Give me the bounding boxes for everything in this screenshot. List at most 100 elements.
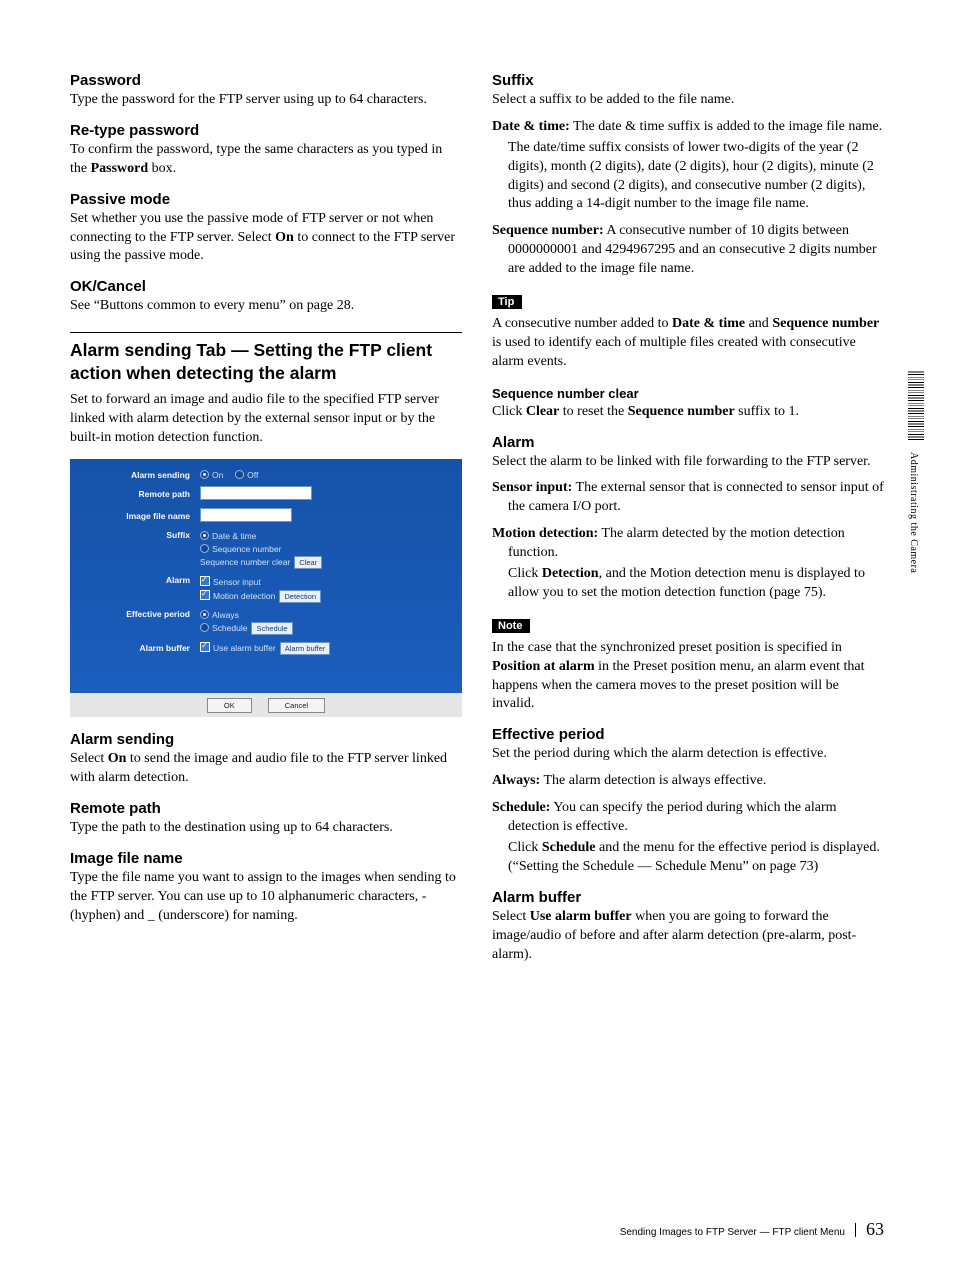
text-as-b: to send the image and audio file to the … [70,751,447,785]
tip-c: and [745,316,772,331]
panel-label-alarm-sending: Alarm sending [80,470,200,480]
tip-a: A consecutive number added to [492,316,672,331]
page-number: 63 [866,1219,884,1240]
md-b: Motion detection: [492,526,598,541]
button-ok[interactable]: OK [207,698,252,713]
item-sensor-input: Sensor input: The external sensor that i… [492,479,884,517]
tag-tip: Tip [492,295,522,309]
heading-password: Password [70,72,462,89]
check-use-alarm-buffer[interactable] [200,642,210,652]
text-tip: A consecutive number added to Date & tim… [492,315,884,372]
panel-md: Motion detection [213,591,275,601]
heading-retype: Re-type password [70,122,462,139]
panel-label-effective: Effective period [80,609,200,619]
text-retype: To confirm the password, type the same c… [70,141,462,179]
radio-date-time[interactable] [200,531,209,540]
dt-t: The date & time suffix is added to the i… [570,119,882,134]
heading-alarm-tab: Alarm sending Tab — Setting the FTP clie… [70,339,462,385]
ab-b: Use alarm buffer [530,909,632,924]
title-rule [70,332,462,333]
sch-t: You can specify the period during which … [508,800,837,834]
item-motion-detection: Motion detection: The alarm detected by … [492,525,884,563]
al-b: Always: [492,773,540,788]
sc-b2: Sequence number [628,404,735,419]
panel-seq-clear-lbl: Sequence number clear [200,557,290,567]
tag-note: Note [492,619,530,633]
footer-text: Sending Images to FTP Server — FTP clien… [620,1227,845,1238]
input-remote-path[interactable] [200,486,312,500]
button-detection[interactable]: Detection [279,590,321,603]
text-image-file-name: Type the file name you want to assign to… [70,869,462,926]
panel-sn: Sequence number [212,544,281,554]
text-alarm-buffer: Select Use alarm buffer when you are goi… [492,908,884,965]
left-column: Password Type the password for the FTP s… [70,60,462,972]
input-image-file[interactable] [200,508,292,522]
panel-always: Always [212,610,239,620]
radio-off[interactable] [235,470,244,479]
item-seq-number: Sequence number: A consecutive number of… [492,222,884,279]
sch-l2a: Click [508,840,542,855]
sn-b: Sequence number: [492,223,604,238]
text-passive-bold: On [275,230,294,245]
panel-on: On [212,470,223,480]
text-okcancel: See “Buttons common to every menu” on pa… [70,297,462,316]
button-clear[interactable]: Clear [294,556,322,569]
item-date-time: Date & time: The date & time suffix is a… [492,118,884,137]
button-cancel[interactable]: Cancel [268,698,325,713]
text-retype-bold: Password [91,161,149,176]
text-remote-path: Type the path to the destination using u… [70,819,462,838]
md-cont: Click Detection, and the Motion detectio… [492,565,884,603]
text-alarm: Select the alarm to be linked with file … [492,453,884,472]
sch-b: Schedule: [492,800,550,815]
button-schedule[interactable]: Schedule [251,622,292,635]
right-column: Suffix Select a suffix to be added to th… [492,60,884,972]
panel-si: Sensor input [213,577,261,587]
text-retype-b: box. [148,161,176,176]
heading-seq-clear: Sequence number clear [492,386,884,401]
text-alarm-intro: Set to forward an image and audio file t… [70,391,462,448]
side-tab: Administrating the Camera [908,370,924,573]
heading-passive: Passive mode [70,191,462,208]
heading-image-file-name: Image file name [70,850,462,867]
al-t: The alarm detection is always effective. [540,773,766,788]
dt-cont: The date/time suffix consists of lower t… [492,139,884,215]
heading-remote-path: Remote path [70,800,462,817]
md-l2bold: Detection [542,566,599,581]
sc-c: to reset the [559,404,627,419]
sch-l2bold: Schedule [542,840,596,855]
tip-b2: Sequence number [772,316,879,331]
radio-always[interactable] [200,610,209,619]
text-as-a: Select [70,751,108,766]
screenshot-panel: Alarm sending On Off Remote path Image f… [70,459,462,717]
text-alarm-sending: Select On to send the image and audio fi… [70,750,462,788]
check-motion-detection[interactable] [200,590,210,600]
sc-b1: Clear [526,404,559,419]
panel-label-image-file: Image file name [80,511,200,521]
footer-divider [855,1223,856,1237]
heading-alarm-buffer: Alarm buffer [492,889,884,906]
note-a: In the case that the synchronized preset… [492,640,842,655]
heading-alarm: Alarm [492,434,884,451]
heading-okcancel: OK/Cancel [70,278,462,295]
panel-label-suffix: Suffix [80,530,200,540]
text-effective-period: Set the period during which the alarm de… [492,745,884,764]
panel-schedule: Schedule [212,623,247,633]
panel-dt: Date & time [212,531,256,541]
si-b: Sensor input: [492,480,572,495]
page-footer: Sending Images to FTP Server — FTP clien… [620,1219,884,1240]
md-l2a: Click [508,566,542,581]
panel-label-alarm-buffer: Alarm buffer [80,643,200,653]
radio-seq-num[interactable] [200,544,209,553]
text-passive: Set whether you use the passive mode of … [70,210,462,267]
text-seq-clear: Click Clear to reset the Sequence number… [492,403,884,422]
panel-off: Off [247,470,258,480]
check-sensor-input[interactable] [200,576,210,586]
radio-on[interactable] [200,470,209,479]
note-b: Position at alarm [492,659,595,674]
tip-b1: Date & time [672,316,745,331]
button-alarm-buffer[interactable]: Alarm buffer [280,642,331,655]
item-always: Always: The alarm detection is always ef… [492,772,884,791]
thumb-index-icon [908,370,924,440]
radio-schedule[interactable] [200,623,209,632]
panel-label-remote-path: Remote path [80,489,200,499]
